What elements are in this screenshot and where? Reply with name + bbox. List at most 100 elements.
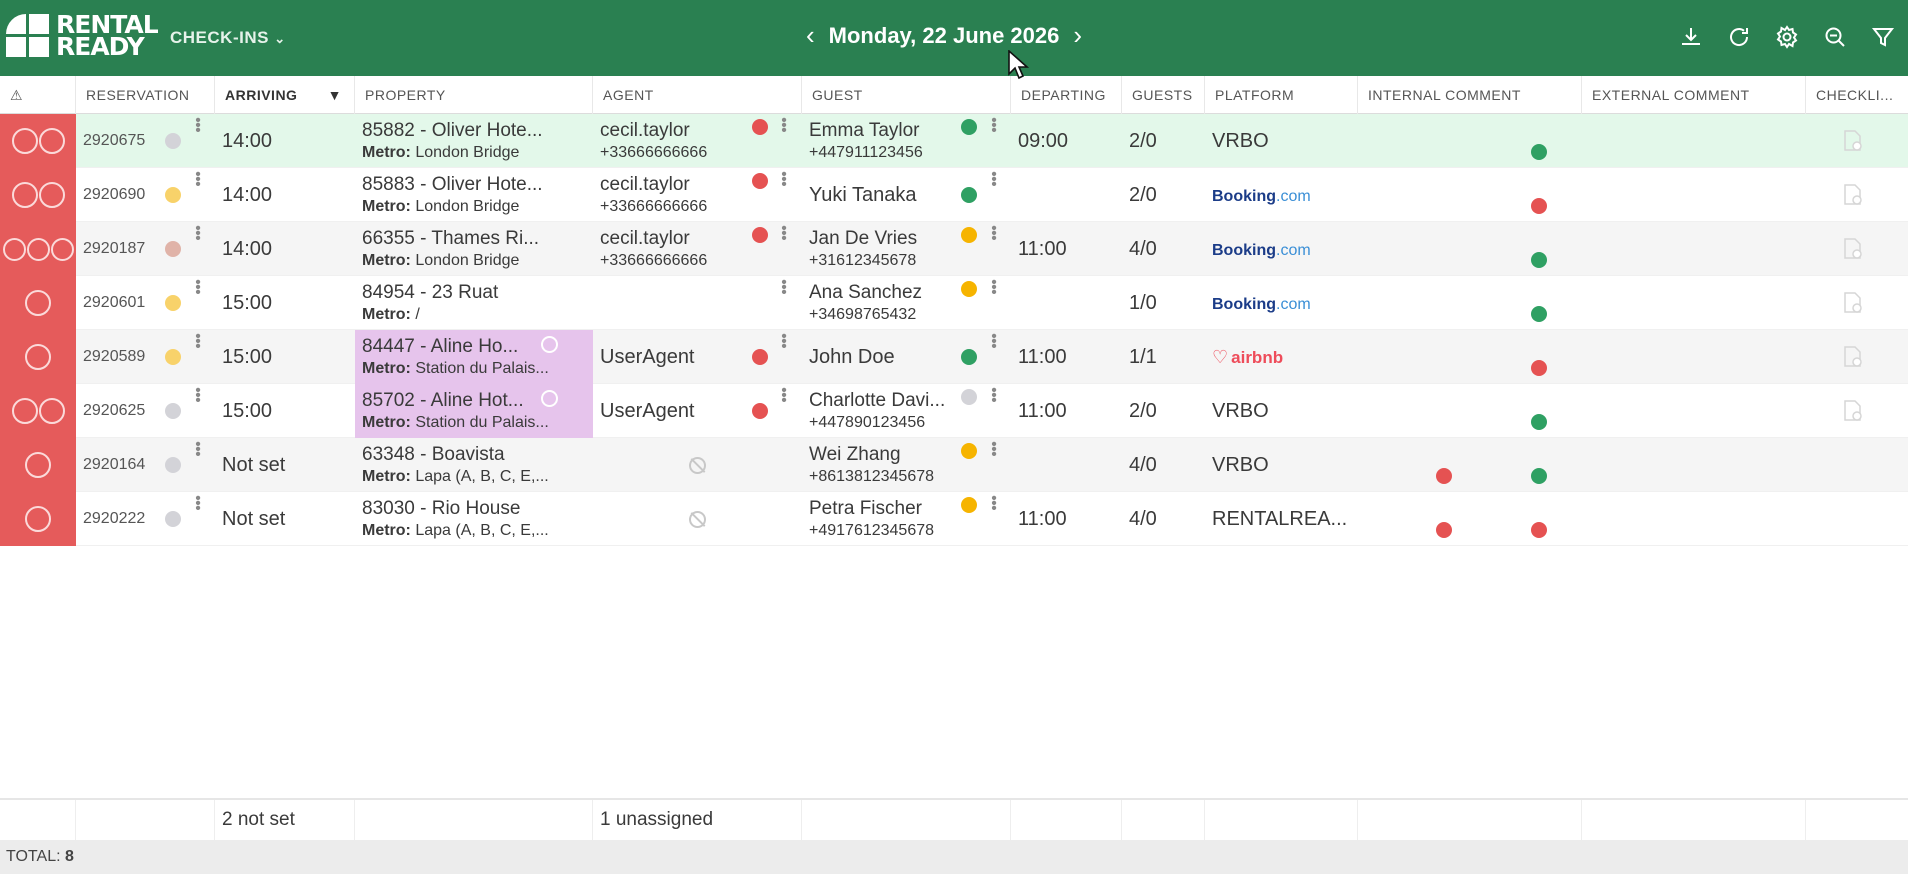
unassigned-icon[interactable] — [689, 457, 706, 474]
more-options-icon[interactable]: • • • — [781, 220, 787, 247]
column-header-departing[interactable]: DEPARTING — [1011, 76, 1122, 114]
warning-flag-icon[interactable] — [11, 128, 38, 154]
checklist-doc-icon[interactable] — [1843, 130, 1863, 152]
warning-flag-icon[interactable] — [25, 452, 51, 478]
table-row[interactable]: 2920222 • • • Not set 83030 - Rio House Metro:… — [0, 490, 1908, 546]
checklist-doc-icon[interactable] — [1843, 184, 1863, 206]
warning-flag-icon[interactable] — [2, 237, 26, 261]
section-dropdown[interactable]: CHECK-INS ⌄ — [170, 28, 286, 48]
property-circle-icon[interactable] — [541, 336, 558, 353]
guest-cell[interactable]: Ana Sanchez +34698765432 — [802, 276, 962, 330]
agent-cell[interactable]: cecil.taylor +33666666666 — [593, 222, 802, 276]
settings-icon[interactable] — [1770, 20, 1804, 54]
guest-name[interactable]: Charlotte Davi... — [809, 390, 946, 411]
table-row[interactable]: 2920589 • • • 15:00 84447 - Aline Ho... Metro:… — [0, 328, 1908, 384]
agent-cell[interactable]: UserAgent — [593, 330, 802, 384]
column-header-external-comment[interactable]: EXTERNAL COMMENT — [1582, 76, 1806, 114]
property-name[interactable]: 84954 - 23 Ruat — [362, 282, 499, 303]
reservation-id[interactable]: 2920625 — [83, 402, 146, 419]
arriving-time[interactable]: 15:00 — [222, 292, 273, 314]
reservation-id[interactable]: 2920222 — [83, 510, 146, 527]
guest-name[interactable]: Petra Fischer — [809, 498, 922, 519]
arriving-time[interactable]: 15:00 — [222, 346, 273, 368]
property-name[interactable]: 85882 - Oliver Hote... — [362, 120, 543, 141]
table-row[interactable]: 2920675 • • • 14:00 85882 - Oliver Hote... Met… — [0, 112, 1908, 168]
column-header-arriving[interactable]: ARRIVING ▼ — [215, 76, 355, 114]
guest-cell[interactable]: Wei Zhang +8613812345678 — [802, 438, 962, 492]
table-row[interactable]: 2920690 • • • 14:00 85883 - Oliver Hote... Met… — [0, 166, 1908, 222]
more-options-icon[interactable]: • • • — [781, 328, 787, 355]
column-header-guests[interactable]: GUESTS — [1122, 76, 1205, 114]
guest-cell[interactable]: Jan De Vries +31612345678 — [802, 222, 962, 276]
column-header-internal-comment[interactable]: INTERNAL COMMENT — [1358, 76, 1582, 114]
column-header-checklist[interactable]: CHECKLI... — [1816, 87, 1894, 103]
column-header-agent[interactable]: AGENT — [593, 76, 802, 114]
alert-flags[interactable] — [0, 276, 76, 330]
more-options-icon[interactable]: • • • — [195, 490, 201, 517]
more-options-icon[interactable]: • • • — [781, 382, 787, 409]
agent-name[interactable]: cecil.taylor — [600, 120, 690, 141]
property-name[interactable]: 84447 - Aline Ho... — [362, 336, 519, 357]
guest-name[interactable]: John Doe — [809, 346, 895, 368]
guest-name[interactable]: Emma Taylor — [809, 120, 920, 141]
more-options-icon[interactable]: • • • — [991, 166, 997, 193]
guest-cell[interactable]: John Doe — [802, 330, 962, 384]
reservation-id[interactable]: 2920675 — [83, 132, 146, 149]
warning-flag-icon[interactable] — [25, 344, 51, 370]
property-cell[interactable]: 84954 - 23 Ruat Metro: / — [355, 276, 593, 330]
download-icon[interactable] — [1674, 20, 1708, 54]
current-date[interactable]: Monday, 22 June 2026 — [828, 22, 1060, 48]
property-cell[interactable]: 84447 - Aline Ho... Metro: Station du Pal… — [355, 330, 593, 384]
warning-flag-icon[interactable] — [25, 506, 51, 532]
more-options-icon[interactable]: • • • — [195, 328, 201, 355]
warning-flag-icon[interactable] — [38, 182, 65, 208]
warning-flag-icon[interactable] — [11, 398, 38, 424]
warning-flag-icon[interactable] — [26, 237, 50, 261]
property-name[interactable]: 66355 - Thames Ri... — [362, 228, 540, 249]
guest-name[interactable]: Jan De Vries — [809, 228, 918, 249]
filter-icon[interactable] — [1866, 20, 1900, 54]
checklist-doc-icon[interactable] — [1843, 292, 1863, 314]
alert-flags[interactable] — [0, 384, 76, 438]
unassigned-icon[interactable] — [689, 511, 706, 528]
warning-flag-icon[interactable] — [38, 128, 65, 154]
alert-flags[interactable] — [0, 222, 76, 276]
guest-name[interactable]: Yuki Tanaka — [809, 184, 917, 206]
arriving-time[interactable]: 15:00 — [222, 400, 273, 422]
chevron-left-icon[interactable]: ‹ — [806, 20, 815, 50]
chevron-right-icon[interactable]: › — [1073, 20, 1083, 50]
guest-cell[interactable]: Emma Taylor +447911123456 — [802, 114, 962, 168]
sort-chevron-icon[interactable]: ▼ — [327, 87, 342, 103]
guest-cell[interactable]: Petra Fischer +4917612345678 — [802, 492, 962, 546]
guest-name[interactable]: Wei Zhang — [809, 444, 901, 465]
property-cell[interactable]: 63348 - Boavista Metro: Lapa (A, B, C, E,… — [355, 438, 593, 492]
property-cell[interactable]: 85702 - Aline Hot... Metro: Station du Pa… — [355, 384, 593, 438]
more-options-icon[interactable]: • • • — [195, 382, 201, 409]
more-options-icon[interactable]: • • • — [195, 220, 201, 247]
arriving-time[interactable]: Not set — [222, 454, 286, 476]
property-circle-icon[interactable] — [541, 390, 558, 407]
agent-cell[interactable] — [593, 276, 802, 330]
arriving-time[interactable]: Not set — [222, 508, 286, 530]
agent-name[interactable]: UserAgent — [600, 400, 695, 422]
reservation-id[interactable]: 2920601 — [83, 294, 146, 311]
column-header-guest[interactable]: GUEST — [802, 76, 1011, 114]
agent-cell[interactable]: UserAgent — [593, 384, 802, 438]
column-header-platform[interactable]: PLATFORM — [1205, 76, 1358, 114]
property-name[interactable]: 85883 - Oliver Hote... — [362, 174, 543, 195]
more-options-icon[interactable]: • • • — [781, 112, 787, 139]
arriving-time[interactable]: 14:00 — [222, 184, 273, 206]
property-name[interactable]: 63348 - Boavista — [362, 444, 505, 465]
property-cell[interactable]: 83030 - Rio House Metro: Lapa (A, B, C, E… — [355, 492, 593, 546]
alert-flags[interactable] — [0, 492, 76, 546]
property-name[interactable]: 85702 - Aline Hot... — [362, 390, 524, 411]
warning-flag-icon[interactable] — [25, 290, 51, 316]
warning-flag-icon[interactable] — [50, 237, 74, 261]
more-options-icon[interactable]: • • • — [991, 220, 997, 247]
more-options-icon[interactable]: • • • — [195, 274, 201, 301]
property-cell[interactable]: 85882 - Oliver Hote... Metro: London Brid… — [355, 114, 593, 168]
agent-name[interactable]: cecil.taylor — [600, 174, 690, 195]
agent-name[interactable]: cecil.taylor — [600, 228, 690, 249]
reservation-id[interactable]: 2920187 — [83, 240, 146, 257]
alert-flags[interactable] — [0, 330, 76, 384]
